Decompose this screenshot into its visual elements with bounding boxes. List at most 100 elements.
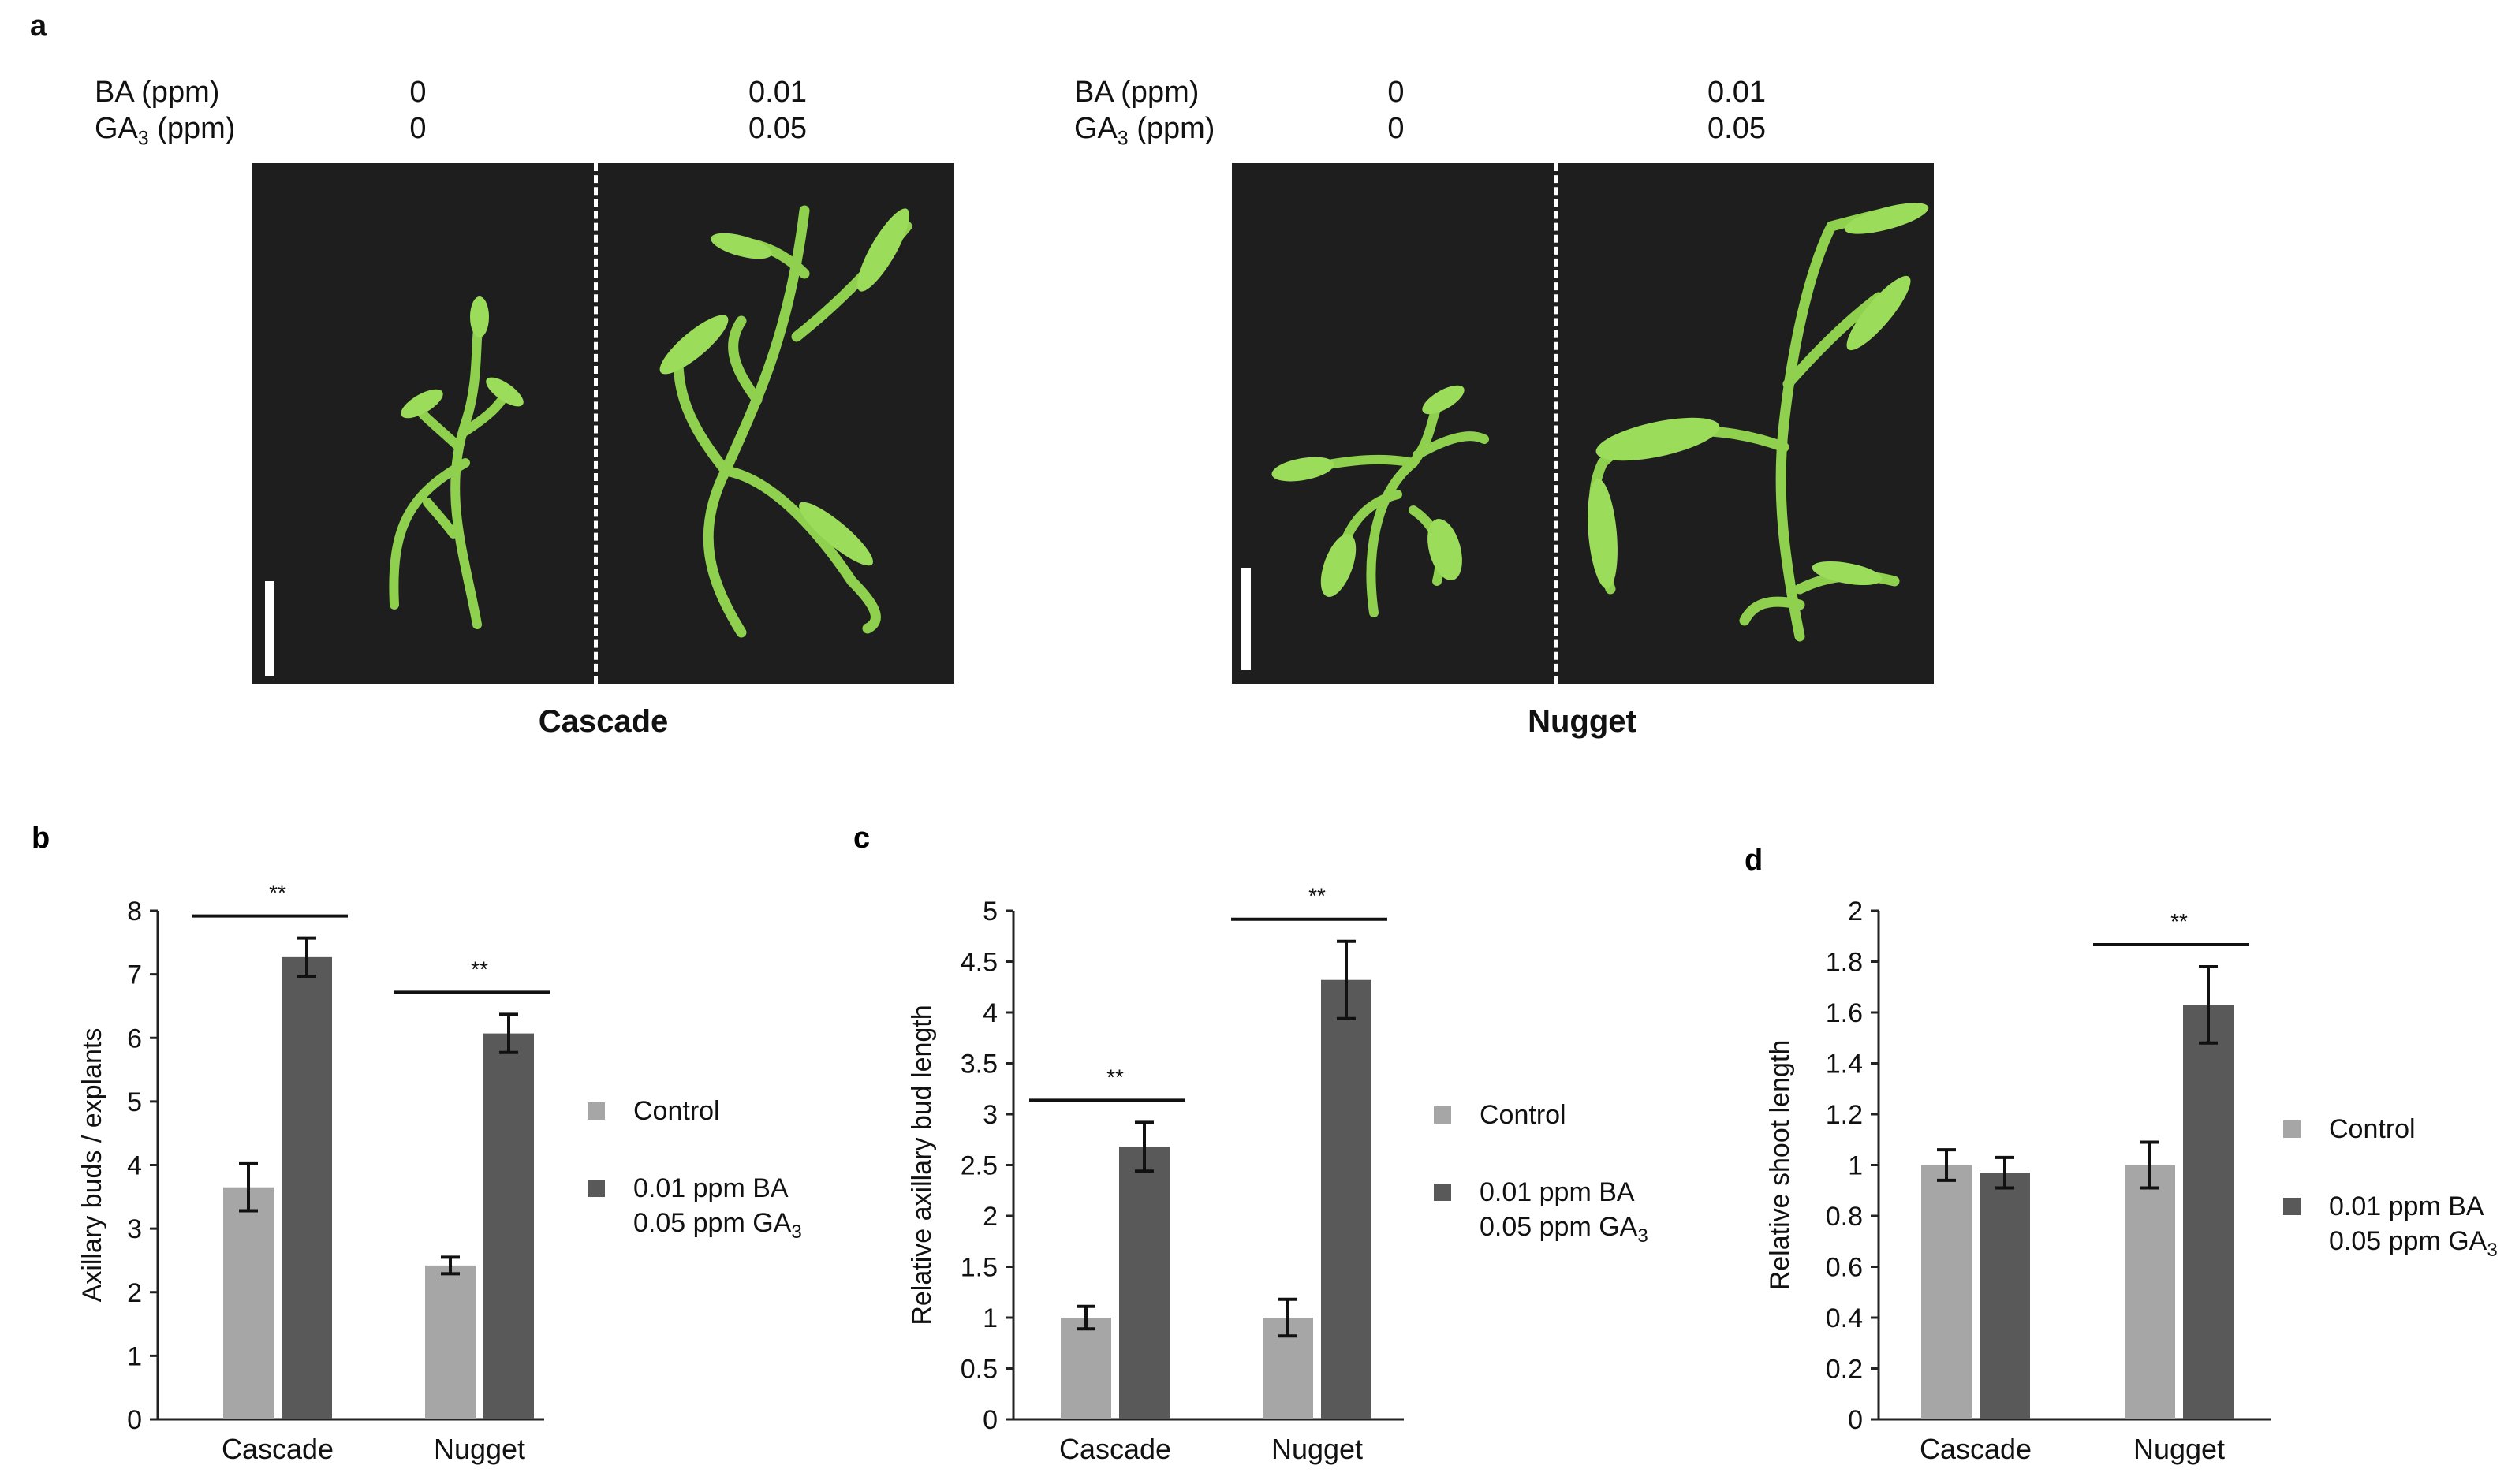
y-axis-label: Relative shoot length xyxy=(1765,1040,1795,1291)
y-tick-label: 2 xyxy=(983,1202,998,1232)
significance-label: ** xyxy=(1106,1065,1124,1089)
y-tick-label: 3 xyxy=(127,1214,142,1244)
y-tick-label: 0 xyxy=(983,1405,998,1435)
photo-divider xyxy=(1554,163,1558,684)
legend-treated-label-line1: 0.01 ppm BA xyxy=(2329,1191,2484,1221)
x-category-label: Cascade xyxy=(1059,1433,1171,1465)
treated-bar xyxy=(282,956,332,1419)
control-bar xyxy=(2125,1165,2175,1419)
cascade-plant-drawing xyxy=(389,205,912,638)
y-tick-label: 1 xyxy=(127,1341,142,1371)
cascade-plant-photo xyxy=(252,163,954,684)
y-tick-label: 0.5 xyxy=(961,1355,998,1385)
scale-bar xyxy=(265,581,274,676)
x-category-label: Cascade xyxy=(222,1433,334,1465)
legend-control-label: Control xyxy=(2329,1114,2416,1144)
legend-control-label: Control xyxy=(633,1096,720,1126)
control-ga-value: 0 xyxy=(409,112,427,145)
legend-control-swatch xyxy=(2283,1120,2301,1138)
legend-control-swatch xyxy=(1434,1106,1451,1124)
y-tick-label: 7 xyxy=(127,960,142,990)
y-tick-label: 3 xyxy=(983,1100,998,1130)
treated-ga-value: 0.05 xyxy=(748,112,807,145)
significance-label: ** xyxy=(1308,884,1326,908)
y-tick-label: 2.5 xyxy=(961,1151,998,1181)
y-tick-label: 5 xyxy=(127,1087,142,1117)
y-tick-label: 6 xyxy=(127,1024,142,1053)
panel-c-letter: c xyxy=(853,822,870,855)
x-category-label: Nugget xyxy=(1271,1433,1363,1465)
scale-bar xyxy=(1241,568,1251,670)
legend-treated-label-line2: 0.05 ppm GA3 xyxy=(633,1208,802,1243)
y-tick-label: 1.6 xyxy=(1826,998,1863,1028)
treated-bar xyxy=(2183,1005,2234,1419)
y-tick-label: 0.8 xyxy=(1826,1202,1863,1232)
treated-ba-value: 0.01 xyxy=(1707,76,1766,109)
y-tick-label: 5 xyxy=(983,897,998,927)
significance-label: ** xyxy=(2170,909,2188,934)
legend-control-label: Control xyxy=(1480,1100,1566,1130)
legend-treated-label-line2: 0.05 ppm GA3 xyxy=(2329,1226,2498,1261)
ba-label: BA (ppm) xyxy=(1074,76,1200,109)
control-bar xyxy=(425,1265,476,1419)
nugget-plant-photo xyxy=(1232,163,1934,684)
ga-label: GA3 (ppm) xyxy=(1074,112,1215,150)
control-bar xyxy=(1061,1318,1111,1419)
y-tick-label: 1 xyxy=(983,1303,998,1333)
y-tick-label: 4 xyxy=(983,998,998,1028)
panel-d-letter: d xyxy=(1745,844,1763,877)
y-tick-label: 4.5 xyxy=(961,948,998,978)
control-ba-value: 0 xyxy=(1387,76,1405,109)
significance-label: ** xyxy=(269,881,286,905)
legend-treated-swatch xyxy=(1434,1184,1451,1201)
legend-treated-label-line1: 0.01 ppm BA xyxy=(633,1173,789,1203)
chart-b: b 0 1 2 3 4 5 6 7 8 Axillary buds / explants ** Casc… xyxy=(32,822,802,1465)
x-category-label: Nugget xyxy=(2133,1433,2225,1465)
y-tick-label: 0.4 xyxy=(1826,1303,1863,1333)
treated-ga-value: 0.05 xyxy=(1707,112,1766,145)
y-tick-label: 3.5 xyxy=(961,1050,998,1079)
treated-ba-value: 0.01 xyxy=(748,76,807,109)
ba-label: BA (ppm) xyxy=(95,76,220,109)
y-tick-label: 0 xyxy=(1848,1405,1863,1435)
significance-label: ** xyxy=(471,956,488,981)
y-tick-label: 2 xyxy=(1848,897,1863,927)
photo-divider xyxy=(594,163,598,684)
condition-header-cascade: BA (ppm) GA3 (ppm) 0 0 0.01 0.05 xyxy=(95,75,844,154)
x-category-label: Cascade xyxy=(1920,1433,2032,1465)
treated-bar xyxy=(1321,979,1371,1419)
control-ga-value: 0 xyxy=(1387,112,1405,145)
treated-bar xyxy=(1980,1173,2030,1419)
control-bar xyxy=(1921,1165,1972,1419)
cultivar-label-cascade: Cascade xyxy=(538,704,669,739)
y-tick-label: 1.4 xyxy=(1826,1050,1863,1079)
y-tick-label: 1.5 xyxy=(961,1253,998,1283)
control-bar xyxy=(223,1187,274,1419)
treated-bar xyxy=(1119,1147,1170,1419)
y-tick-label: 8 xyxy=(127,897,142,927)
legend-treated-label-line2: 0.05 ppm GA3 xyxy=(1480,1212,1648,1247)
y-axis-label: Relative axillary bud length xyxy=(907,1005,937,1325)
y-tick-label: 0.6 xyxy=(1826,1253,1863,1283)
legend-treated-swatch xyxy=(2283,1198,2301,1215)
y-axis-label: Axillary buds / explants xyxy=(77,1028,107,1303)
chart-c: c 0 0.5 1 1.5 2 2.5 3 3.5 4 4.5 5 Relative axillary … xyxy=(853,822,1648,1465)
x-category-label: Nugget xyxy=(434,1433,525,1465)
y-tick-label: 2 xyxy=(127,1278,142,1308)
legend-treated-label-line1: 0.01 ppm BA xyxy=(1480,1177,1635,1207)
legend-control-swatch xyxy=(588,1102,605,1120)
panel-b-letter: b xyxy=(32,822,50,855)
treated-bar xyxy=(483,1033,534,1419)
condition-header-nugget: BA (ppm) GA3 (ppm) 0 0 0.01 0.05 xyxy=(1074,75,1823,154)
y-tick-label: 1 xyxy=(1848,1151,1863,1181)
ga-label: GA3 (ppm) xyxy=(95,112,236,150)
nugget-plant-drawing xyxy=(1271,203,1929,642)
control-ba-value: 0 xyxy=(409,76,427,109)
panel-a-letter: a xyxy=(30,9,47,43)
y-tick-label: 1.2 xyxy=(1826,1100,1863,1130)
y-tick-label: 0 xyxy=(127,1405,142,1435)
y-tick-label: 0.2 xyxy=(1826,1355,1863,1385)
y-tick-label: 4 xyxy=(127,1151,142,1181)
y-tick-label: 1.8 xyxy=(1826,948,1863,978)
